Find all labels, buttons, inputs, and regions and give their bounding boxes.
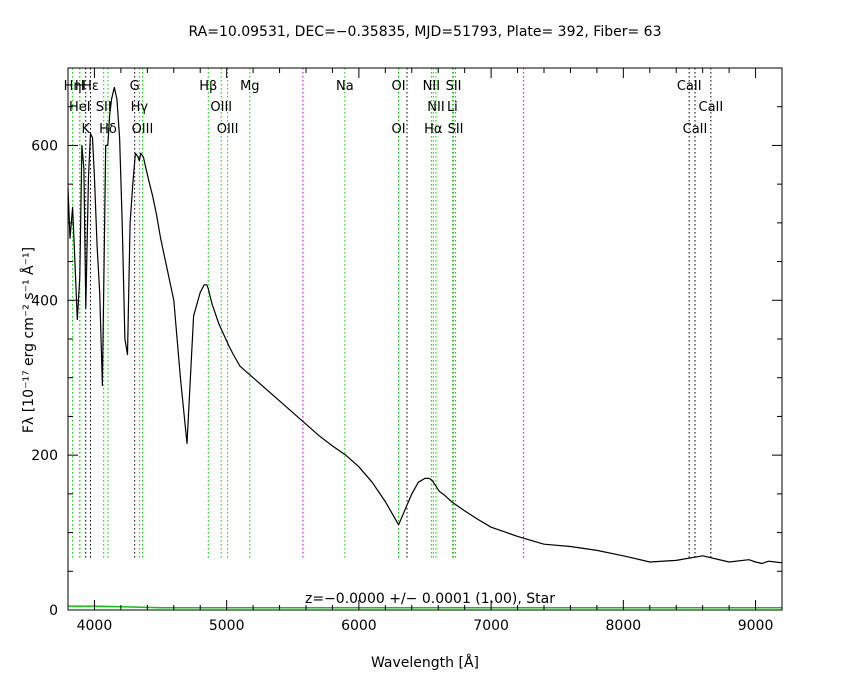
line-label: CaII bbox=[677, 79, 702, 94]
line-label: Hε bbox=[82, 79, 99, 94]
line-label: Hγ bbox=[131, 100, 149, 115]
line-label: NII bbox=[427, 100, 444, 115]
axis-ticks: 4000 5000 6000 7000 8000 9000 0 200 400 600 bbox=[31, 67, 783, 634]
y-tick-label: 0 bbox=[49, 603, 58, 619]
y-tick-label: 200 bbox=[31, 448, 58, 464]
x-tick-label: 4000 bbox=[77, 618, 113, 634]
line-label: Mg bbox=[240, 79, 259, 94]
line-label: H bbox=[75, 79, 85, 94]
x-tick-label: 5000 bbox=[209, 618, 245, 634]
line-label: OI bbox=[392, 79, 406, 94]
series-line-0 bbox=[67, 86, 783, 565]
line-label: CaII bbox=[699, 100, 724, 115]
line-label: NII bbox=[423, 79, 440, 94]
line-label: CaII bbox=[683, 122, 708, 137]
line-label: SII bbox=[448, 122, 464, 137]
line-label: OIII bbox=[210, 100, 232, 115]
x-tick-label: 9000 bbox=[738, 618, 774, 634]
y-tick-label: 400 bbox=[31, 293, 58, 309]
x-tick-label: 8000 bbox=[606, 618, 642, 634]
series-layer bbox=[67, 86, 783, 609]
chart-title: RA=10.09531, DEC=−0.35835, MJD=51793, Pl… bbox=[189, 24, 662, 40]
plot-frame bbox=[67, 67, 783, 611]
line-label: SII bbox=[446, 79, 462, 94]
line-label: K bbox=[81, 122, 90, 137]
line-label: Hδ bbox=[99, 122, 117, 137]
line-label: Na bbox=[336, 79, 354, 94]
line-label: SII bbox=[96, 100, 112, 115]
line-label: OIII bbox=[217, 122, 239, 137]
line-label: Hα bbox=[424, 122, 442, 137]
line-label: OIII bbox=[132, 122, 154, 137]
line-label: HeI bbox=[69, 100, 91, 115]
chart-annotation: z=−0.0000 +/− 0.0001 (1.00), Star bbox=[305, 591, 555, 607]
line-label: Hβ bbox=[199, 79, 217, 94]
y-axis-label: Fλ [10⁻¹⁷ erg cm⁻² s⁻¹ Å⁻¹] bbox=[20, 247, 37, 433]
x-tick-label: 7000 bbox=[473, 618, 509, 634]
x-tick-label: 6000 bbox=[341, 618, 377, 634]
line-label: G bbox=[130, 79, 140, 94]
line-markers bbox=[72, 68, 712, 558]
x-axis-label: Wavelength [Å] bbox=[371, 654, 479, 671]
y-tick-label: 600 bbox=[31, 138, 58, 154]
line-label: OI bbox=[392, 122, 406, 137]
line-label: Li bbox=[447, 100, 458, 115]
